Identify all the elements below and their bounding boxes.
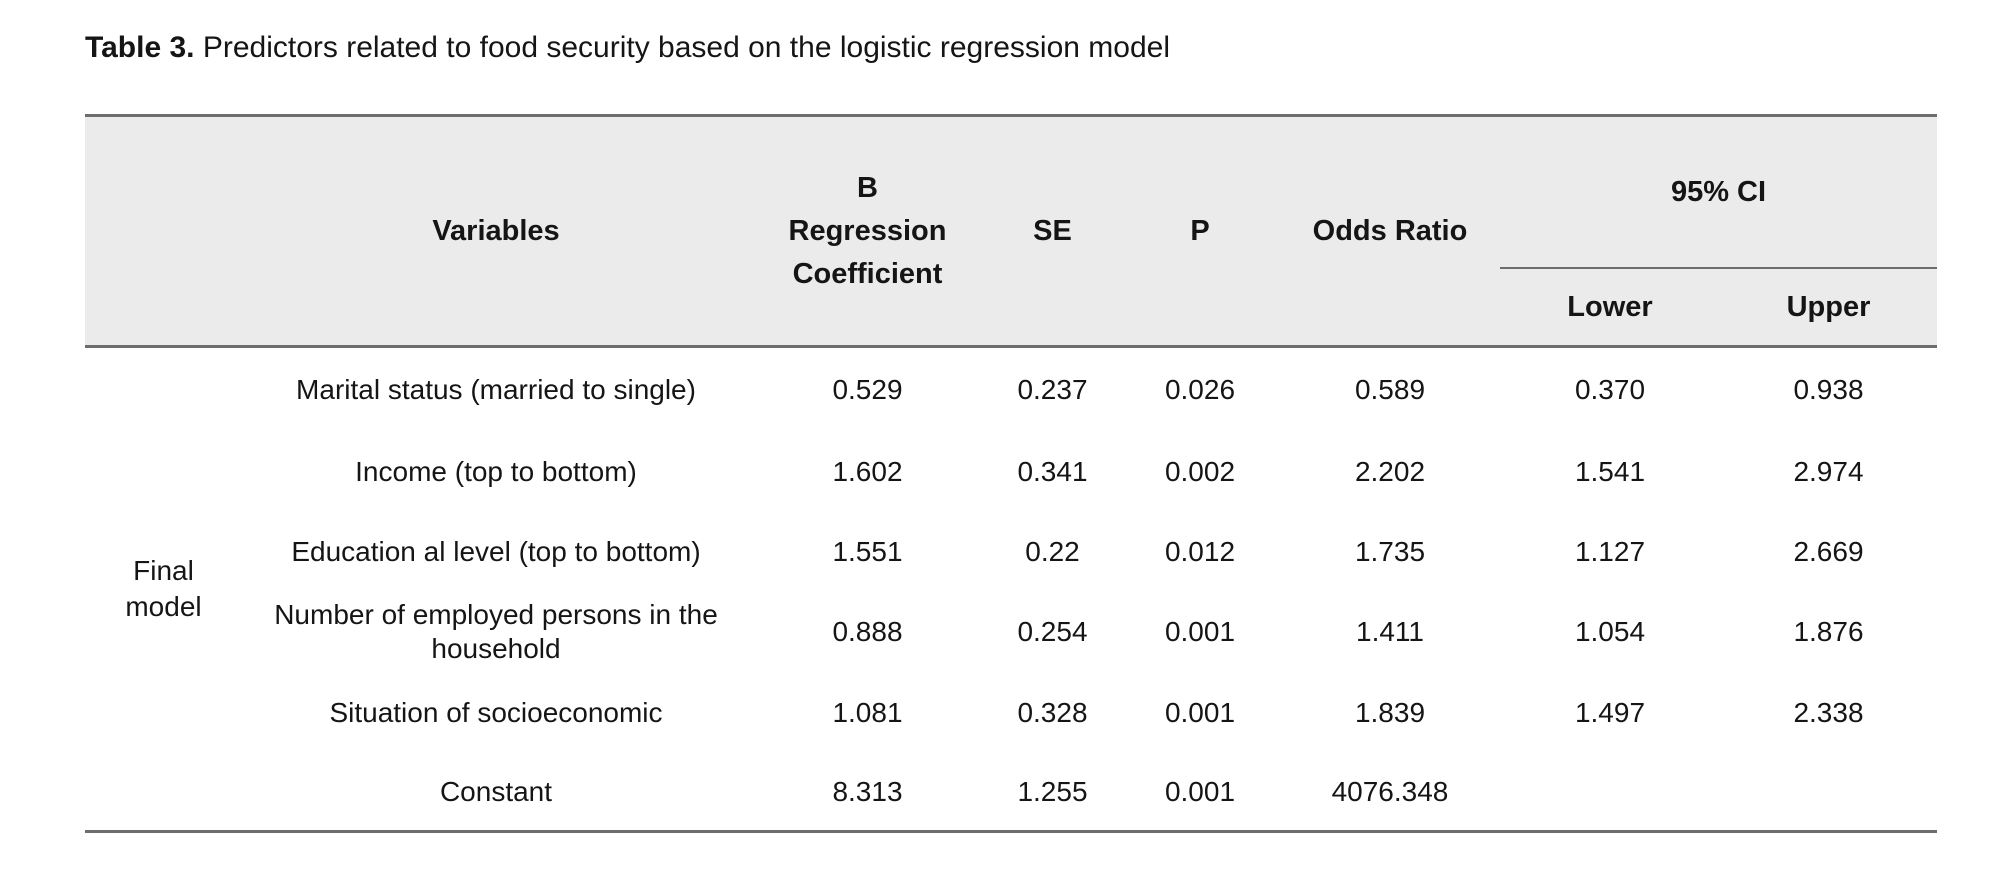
cell-ci-upper: 2.974 <box>1793 456 1864 487</box>
cell-variable: Income (top to bottom) <box>355 456 637 487</box>
cell-b: 0.888 <box>832 616 903 647</box>
cell-odds-ratio: 1.735 <box>1354 536 1426 567</box>
header-se: SE <box>1033 214 1072 247</box>
table-body: Final model Marital status (married to s… <box>85 348 1937 833</box>
cell-odds-ratio: 0.589 <box>1354 374 1426 405</box>
header-ci-lower: Lower <box>1567 290 1653 323</box>
row-group-label: Final model <box>125 555 202 622</box>
cell-ci-upper: 2.669 <box>1793 536 1864 567</box>
cell-ci-lower: 1.541 <box>1574 456 1646 487</box>
cell-se: 0.341 <box>1017 456 1088 487</box>
cell-variable: Number of employed persons in the househ… <box>274 599 718 664</box>
cell-ci-lower <box>1500 754 1720 830</box>
header-empty-cell <box>85 117 242 345</box>
cell-variable: Constant <box>439 776 553 807</box>
cell-b: 1.081 <box>832 697 903 728</box>
cell-ci-lower: 1.497 <box>1574 697 1646 728</box>
cell-b: 1.602 <box>832 456 903 487</box>
cell-b: 8.313 <box>832 776 903 807</box>
header-variables: Variables <box>432 214 560 247</box>
cell-se: 0.22 <box>1025 536 1080 567</box>
table-caption: Table 3. Predictors related to food secu… <box>85 28 1170 68</box>
table-caption-text: Predictors related to food security base… <box>194 31 1170 64</box>
header-ci-upper: Upper <box>1786 290 1871 323</box>
cell-ci-lower: 0.370 <box>1574 374 1646 405</box>
cell-p: 0.026 <box>1164 374 1236 405</box>
table-caption-label: Table 3. <box>85 31 195 64</box>
header-p: P <box>1190 214 1210 247</box>
cell-p: 0.001 <box>1164 697 1236 728</box>
header-b-regression-coefficient: B Regression Coefficient <box>788 171 947 290</box>
cell-odds-ratio: 1.411 <box>1356 616 1424 647</box>
cell-variable: Education al level (top to bottom) <box>291 536 701 567</box>
cell-b: 0.529 <box>832 374 903 405</box>
cell-se: 0.254 <box>1017 616 1088 647</box>
cell-p: 0.001 <box>1164 776 1236 807</box>
cell-se: 0.237 <box>1017 374 1088 405</box>
cell-p: 0.012 <box>1164 536 1236 567</box>
regression-table: Variables B Regression Coefficient SE P … <box>85 114 1937 833</box>
cell-odds-ratio: 1.839 <box>1354 697 1426 728</box>
cell-ci-lower: 1.127 <box>1574 536 1646 567</box>
cell-odds-ratio: 4076.348 <box>1331 776 1449 807</box>
cell-ci-upper: 1.876 <box>1793 616 1864 647</box>
cell-variable: Marital status (married to single) <box>296 374 696 405</box>
cell-ci-lower: 1.054 <box>1574 616 1646 647</box>
cell-b: 1.551 <box>832 536 903 567</box>
cell-ci-upper: 2.338 <box>1793 697 1864 728</box>
cell-odds-ratio: 2.202 <box>1354 456 1426 487</box>
header-odds-ratio: Odds Ratio <box>1312 214 1468 247</box>
header-95ci: 95% CI <box>1500 117 1937 269</box>
table-header: Variables B Regression Coefficient SE P … <box>85 114 1937 348</box>
cell-ci-upper: 0.938 <box>1793 374 1864 405</box>
cell-se: 0.328 <box>1017 697 1088 728</box>
cell-p: 0.001 <box>1164 616 1236 647</box>
cell-ci-upper <box>1720 754 1937 830</box>
cell-variable: Situation of socioeconomic <box>329 697 663 728</box>
cell-se: 1.255 <box>1017 776 1088 807</box>
cell-p: 0.002 <box>1164 456 1236 487</box>
